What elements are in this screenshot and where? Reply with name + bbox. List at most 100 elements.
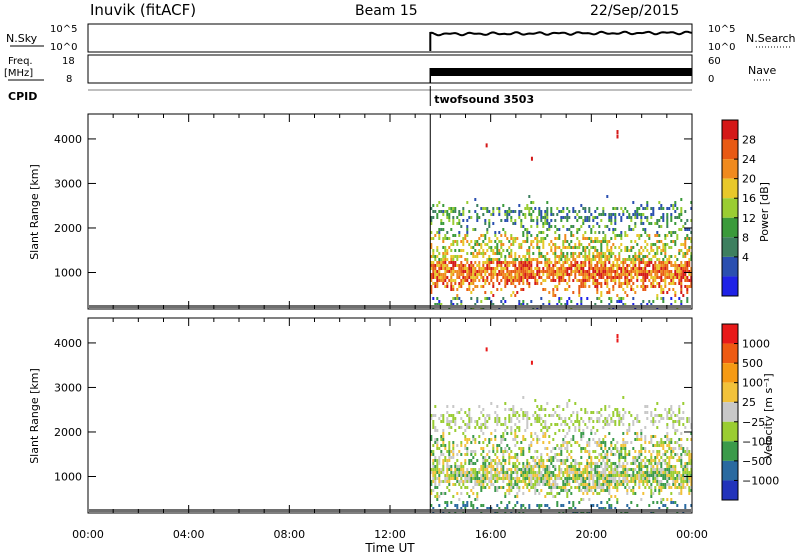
- heatmap-cell: [604, 435, 607, 438]
- heatmap-cell: [650, 414, 653, 417]
- heatmap-cell: [610, 279, 613, 282]
- heatmap-cell: [636, 438, 639, 441]
- heatmap-cell: [610, 483, 613, 486]
- heatmap-cell: [450, 276, 453, 279]
- heatmap-cell: [566, 489, 569, 492]
- heatmap-cell: [664, 462, 667, 465]
- heatmap-cell: [450, 207, 453, 210]
- heatmap-cell: [448, 270, 451, 273]
- heatmap-cell: [430, 255, 433, 258]
- heatmap-cell: [458, 264, 461, 267]
- heatmap-cell: [610, 471, 613, 474]
- heatmap-cell: [440, 261, 443, 264]
- heatmap-cell: [580, 408, 583, 411]
- heatmap-cell: [508, 483, 511, 486]
- heatmap-cell: [666, 480, 669, 483]
- heatmap-cell: [594, 465, 597, 468]
- heatmap-cell: [462, 282, 465, 285]
- heatmap-cell: [544, 483, 547, 486]
- heatmap-cell: [500, 450, 503, 453]
- heatmap-cell: [656, 270, 659, 273]
- heatmap-cell: [436, 477, 439, 480]
- heatmap-cell: [456, 471, 459, 474]
- heatmap-cell: [596, 249, 599, 252]
- heatmap-cell: [662, 483, 665, 486]
- heatmap-cell: [546, 207, 549, 210]
- heatmap-cell: [536, 279, 539, 282]
- heatmap-cell: [528, 477, 531, 480]
- heatmap-cell: [666, 222, 669, 225]
- heatmap-cell: [572, 246, 575, 249]
- heatmap-cell: [636, 267, 639, 270]
- heatmap-cell: [506, 483, 509, 486]
- heatmap-cell: [564, 246, 567, 249]
- heatmap-cell: [546, 270, 549, 273]
- heatmap-cell: [448, 444, 451, 447]
- heatmap-cell: [570, 444, 573, 447]
- heatmap-cell: [516, 501, 519, 504]
- heatmap-cell: [604, 255, 607, 258]
- heatmap-cell: [534, 465, 537, 468]
- heatmap-cell: [618, 411, 621, 414]
- heatmap-cell: [594, 474, 597, 477]
- heatmap-cell: [586, 486, 589, 489]
- heatmap-cell: [500, 261, 503, 264]
- heatmap-cell: [674, 243, 677, 246]
- heatmap-cell: [638, 453, 641, 456]
- heatmap-cell: [530, 456, 533, 459]
- heatmap-cell: [602, 480, 605, 483]
- heatmap-cell: [682, 450, 685, 453]
- heatmap-cell: [516, 273, 519, 276]
- heatmap-cell: [546, 492, 549, 495]
- heatmap-cell: [634, 216, 637, 219]
- heatmap-cell: [664, 255, 667, 258]
- heatmap-cell: [488, 237, 491, 240]
- heatmap-cell: [574, 474, 577, 477]
- heatmap-cell: [536, 441, 539, 444]
- heatmap-cell: [478, 252, 481, 255]
- heatmap-cell: [618, 213, 621, 216]
- heatmap-cell: [618, 279, 621, 282]
- colorbar-segment: [722, 363, 738, 383]
- heatmap-cell: [648, 261, 651, 264]
- heatmap-cell: [560, 471, 563, 474]
- heatmap-cell: [652, 300, 655, 303]
- heatmap-cell: [660, 288, 663, 291]
- heatmap-cell: [492, 222, 495, 225]
- heatmap-cell: [482, 249, 485, 252]
- heatmap-cell: [616, 300, 619, 303]
- heatmap-cell: [622, 258, 625, 261]
- heatmap-cell: [646, 261, 649, 264]
- heatmap-cell: [496, 480, 499, 483]
- heatmap-cell: [526, 270, 529, 273]
- heatmap-cell: [556, 501, 559, 504]
- heatmap-cell: [670, 471, 673, 474]
- heatmap-cell: [544, 414, 547, 417]
- heatmap-cell: [680, 228, 683, 231]
- heatmap-cell: [442, 213, 445, 216]
- heatmap-cell: [636, 456, 639, 459]
- heatmap-cell: [666, 267, 669, 270]
- heatmap-cell: [628, 255, 631, 258]
- heatmap-cell: [458, 213, 461, 216]
- heatmap-cell: [450, 282, 453, 285]
- heatmap-cell: [674, 432, 677, 435]
- heatmap-cell: [524, 267, 527, 270]
- heatmap-cell: [598, 438, 601, 441]
- heatmap-cell: [440, 453, 443, 456]
- heatmap-cell: [652, 444, 655, 447]
- heatmap-cell: [668, 477, 671, 480]
- heatmap-cell: [514, 480, 517, 483]
- heatmap-cell: [632, 477, 635, 480]
- heatmap-cell: [470, 489, 473, 492]
- heatmap-cell: [678, 270, 681, 273]
- heatmap-cell: [496, 405, 499, 408]
- heatmap-cell: [568, 267, 571, 270]
- heatmap-cell: [600, 414, 603, 417]
- heatmap-cell: [482, 207, 485, 210]
- heatmap-cell: [540, 297, 543, 300]
- heatmap-cell: [656, 483, 659, 486]
- heatmap-cell: [544, 219, 547, 222]
- heatmap-cell: [572, 435, 575, 438]
- heatmap-cell: [514, 261, 517, 264]
